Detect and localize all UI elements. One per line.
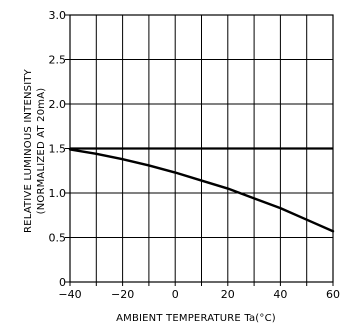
y-tick-label: 2.0 — [49, 98, 67, 111]
y-axis-label: RELATIVE LUMINOUS INTENSITY (NORMALIZED … — [23, 68, 47, 233]
y-tick-label: 0.5 — [49, 232, 67, 245]
y-tick-labels: 0 0.5 1.0 1.5 2.0 2.5 3.0 — [49, 9, 67, 289]
series-line-0 — [68, 148, 335, 233]
y-tick-label: 2.5 — [49, 54, 67, 67]
plot-frame — [65, 14, 334, 286]
x-tick-label: 60 — [326, 288, 340, 301]
x-tick-label: 20 — [221, 288, 235, 301]
x-axis-label: AMBIENT TEMPERATURE Ta(°C) — [116, 313, 276, 324]
x-tick-label: 40 — [273, 288, 287, 301]
x-tick-label: −20 — [111, 288, 134, 301]
series-layer — [68, 148, 335, 233]
y-tick-label: 1.5 — [49, 143, 67, 156]
y-tick-label: 1.0 — [49, 187, 67, 200]
x-tick-label: 0 — [172, 288, 179, 301]
y-axis-label-line-1: RELATIVE LUMINOUS INTENSITY — [23, 68, 34, 233]
x-tick-label: −40 — [58, 288, 81, 301]
y-tick-label: 3.0 — [49, 9, 67, 22]
y-tick-label: 0 — [59, 276, 66, 289]
x-tick-labels: −40 −20 0 20 40 60 — [58, 288, 340, 301]
y-axis-label-line-2: (NORMALIZED AT 20mA) — [36, 88, 47, 215]
